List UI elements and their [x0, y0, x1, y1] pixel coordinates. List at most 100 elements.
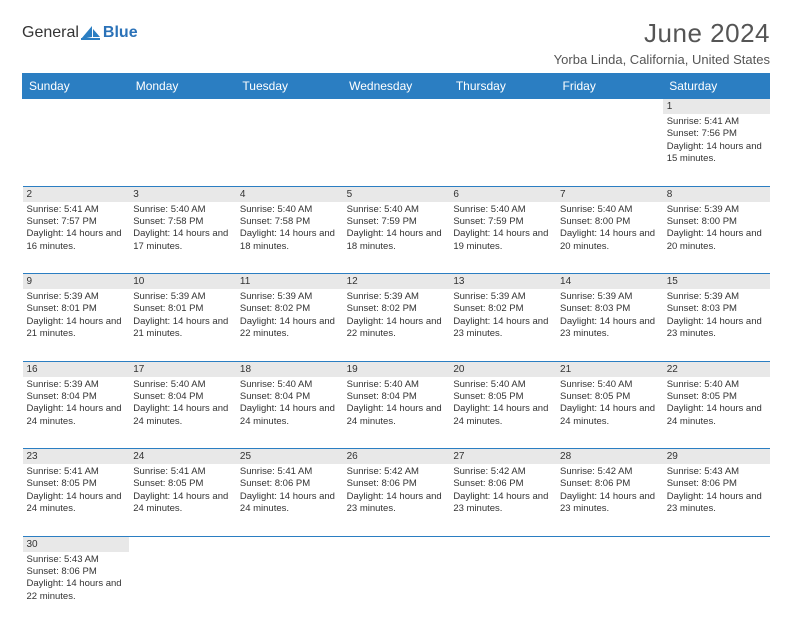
sunrise: Sunrise: 5:41 AM [27, 204, 126, 216]
sunset: Sunset: 7:57 PM [27, 216, 126, 228]
weekday-header-row: Sunday Monday Tuesday Wednesday Thursday… [23, 74, 770, 99]
daylight: Daylight: 14 hours and 21 minutes. [133, 316, 232, 341]
daylight: Daylight: 14 hours and 20 minutes. [667, 228, 766, 253]
day-number: 5 [343, 186, 450, 202]
weekday-header: Monday [129, 74, 236, 99]
sunset: Sunset: 8:00 PM [667, 216, 766, 228]
day-number: 14 [556, 274, 663, 290]
sunset: Sunset: 8:06 PM [560, 478, 659, 490]
day-cell [449, 114, 556, 186]
weekday-header: Sunday [23, 74, 130, 99]
sunset: Sunset: 8:04 PM [240, 391, 339, 403]
day-number: 12 [343, 274, 450, 290]
day-cell [449, 552, 556, 624]
sunrise: Sunrise: 5:39 AM [667, 291, 766, 303]
sunset: Sunset: 8:02 PM [240, 303, 339, 315]
day-cell: Sunrise: 5:40 AMSunset: 7:58 PMDaylight:… [236, 202, 343, 274]
day-cell: Sunrise: 5:43 AMSunset: 8:06 PMDaylight:… [23, 552, 130, 624]
day-cell: Sunrise: 5:41 AMSunset: 7:56 PMDaylight:… [663, 114, 770, 186]
day-cell: Sunrise: 5:40 AMSunset: 8:04 PMDaylight:… [129, 377, 236, 449]
sunrise: Sunrise: 5:41 AM [133, 466, 232, 478]
sunset: Sunset: 8:06 PM [347, 478, 446, 490]
daylight: Daylight: 14 hours and 24 minutes. [27, 403, 126, 428]
sunrise: Sunrise: 5:40 AM [347, 379, 446, 391]
brand-logo: General Blue [22, 24, 138, 42]
sunrise: Sunrise: 5:39 AM [27, 291, 126, 303]
sunset: Sunset: 8:01 PM [27, 303, 126, 315]
sunset: Sunset: 8:06 PM [453, 478, 552, 490]
daylight: Daylight: 14 hours and 24 minutes. [133, 491, 232, 516]
sunset: Sunset: 7:56 PM [667, 128, 766, 140]
day-number: 28 [556, 449, 663, 465]
day-number: 4 [236, 186, 343, 202]
day-content-row: Sunrise: 5:41 AMSunset: 7:56 PMDaylight:… [23, 114, 770, 186]
sunrise: Sunrise: 5:42 AM [453, 466, 552, 478]
daylight: Daylight: 14 hours and 24 minutes. [560, 403, 659, 428]
day-number [449, 536, 556, 552]
sunset: Sunset: 7:58 PM [133, 216, 232, 228]
sunrise: Sunrise: 5:39 AM [133, 291, 232, 303]
day-content-row: Sunrise: 5:41 AM Sunset: 8:05 PM Daylight:… [23, 464, 770, 536]
day-number [236, 536, 343, 552]
day-number-row: 23242526272829 [23, 449, 770, 465]
day-cell: Sunrise: 5:40 AMSunset: 7:59 PMDaylight:… [343, 202, 450, 274]
day-number: 13 [449, 274, 556, 290]
sunrise: Sunrise: 5:40 AM [453, 204, 552, 216]
day-cell [343, 552, 450, 624]
daylight: Daylight: 14 hours and 16 minutes. [27, 228, 126, 253]
sunrise: Sunrise: 5:39 AM [453, 291, 552, 303]
daylight: Daylight: 14 hours and 24 minutes. [133, 403, 232, 428]
day-number: 24 [129, 449, 236, 465]
day-number: 30 [23, 536, 130, 552]
daylight: Daylight: 14 hours and 15 minutes. [667, 141, 766, 166]
daylight: Daylight: 14 hours and 17 minutes. [133, 228, 232, 253]
day-number: 19 [343, 361, 450, 377]
day-cell: Sunrise: 5:40 AMSunset: 8:05 PMDaylight:… [663, 377, 770, 449]
day-number: 20 [449, 361, 556, 377]
daylight: Daylight: 14 hours and 23 minutes. [453, 491, 552, 516]
sunset: Sunset: 7:59 PM [453, 216, 552, 228]
day-number-row: 2345678 [23, 186, 770, 202]
sunrise: Sunrise: 5:40 AM [240, 204, 339, 216]
day-cell: Sunrise: 5:40 AMSunset: 7:59 PMDaylight:… [449, 202, 556, 274]
daylight: Daylight: 14 hours and 23 minutes. [560, 316, 659, 341]
day-number: 17 [129, 361, 236, 377]
daylight: Daylight: 14 hours and 20 minutes. [560, 228, 659, 253]
day-cell: Sunrise: 5:39 AMSunset: 8:03 PMDaylight:… [556, 289, 663, 361]
sunset: Sunset: 8:06 PM [240, 478, 339, 490]
sunrise: Sunrise: 5:39 AM [27, 379, 126, 391]
sunset: Sunset: 8:02 PM [347, 303, 446, 315]
day-number: 11 [236, 274, 343, 290]
day-cell: Sunrise: 5:40 AMSunset: 8:05 PMDaylight:… [449, 377, 556, 449]
day-content-row: Sunrise: 5:39 AMSunset: 8:01 PMDaylight:… [23, 289, 770, 361]
day-number: 23 [23, 449, 130, 465]
day-cell: Sunrise: 5:39 AMSunset: 8:04 PMDaylight:… [23, 377, 130, 449]
day-cell: Sunrise: 5:39 AMSunset: 8:00 PMDaylight:… [663, 202, 770, 274]
daylight: Daylight: 14 hours and 24 minutes. [667, 403, 766, 428]
day-number [23, 99, 130, 115]
day-cell [129, 114, 236, 186]
day-cell [23, 114, 130, 186]
day-cell: Sunrise: 5:42 AMSunset: 8:06 PMDaylight:… [556, 464, 663, 536]
day-number: 22 [663, 361, 770, 377]
sunrise: Sunrise: 5:42 AM [560, 466, 659, 478]
daylight: Daylight: 14 hours and 23 minutes. [453, 316, 552, 341]
weekday-header: Wednesday [343, 74, 450, 99]
logo-sail-icon [81, 26, 101, 40]
day-number-row: 1 [23, 99, 770, 115]
sunset: Sunset: 8:00 PM [560, 216, 659, 228]
daylight: Daylight: 14 hours and 22 minutes. [27, 578, 126, 603]
daylight: Daylight: 14 hours and 22 minutes. [347, 316, 446, 341]
day-number: 2 [23, 186, 130, 202]
sunrise: Sunrise: 5:39 AM [560, 291, 659, 303]
daylight: Daylight: 14 hours and 24 minutes. [347, 403, 446, 428]
header: General Blue June 2024 Yorba Linda, Cali… [22, 18, 770, 67]
sunset: Sunset: 8:05 PM [27, 478, 126, 490]
sunrise: Sunrise: 5:39 AM [667, 204, 766, 216]
brand-general: General [22, 24, 79, 42]
day-number-row: 9101112131415 [23, 274, 770, 290]
day-cell [663, 552, 770, 624]
day-number: 1 [663, 99, 770, 115]
day-number [556, 99, 663, 115]
daylight: Daylight: 14 hours and 23 minutes. [667, 316, 766, 341]
